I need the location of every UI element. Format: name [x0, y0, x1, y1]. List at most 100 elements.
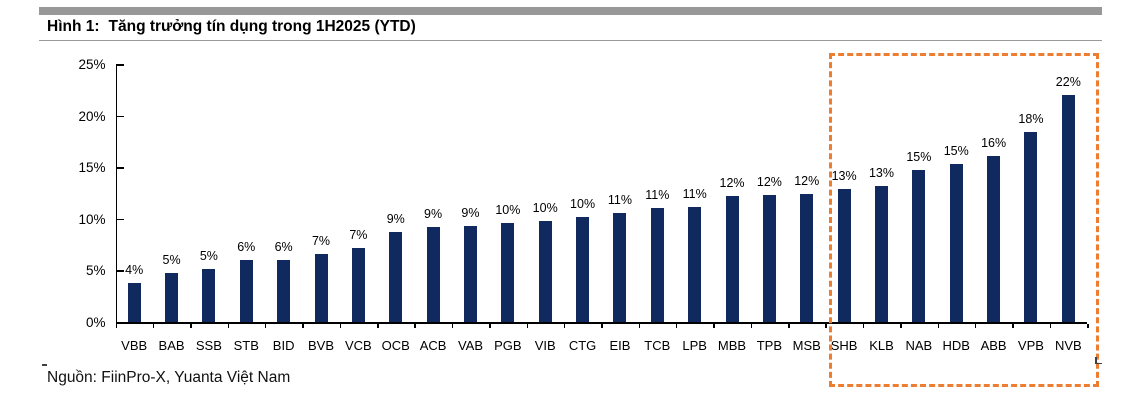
x-tick-mark — [451, 323, 454, 328]
bar-value-label: 9% — [386, 212, 405, 227]
highlight-box — [829, 53, 1099, 387]
bar-value-label: 16% — [981, 135, 1007, 150]
bar-value-label: 10% — [570, 196, 596, 211]
source-note: Nguồn: FiinPro-X, Yuanta Việt Nam — [47, 369, 291, 386]
x-tick-mark — [302, 323, 304, 328]
bar — [202, 269, 216, 322]
x-tick-mark — [675, 323, 678, 328]
bar — [837, 188, 851, 322]
category-label: TPB — [756, 338, 783, 353]
x-axis-line — [115, 322, 1087, 324]
x-tick-mark — [190, 323, 192, 328]
bar — [127, 282, 141, 322]
bar — [277, 260, 291, 322]
category-label: BID — [272, 338, 295, 353]
bar-value-label: 12% — [794, 174, 820, 189]
frame-mark-bottom-left — [42, 364, 47, 366]
frame-mark-bottom-right-h — [1095, 362, 1102, 364]
category-label: TCB — [644, 338, 671, 353]
bar — [538, 220, 552, 322]
x-tick-mark — [638, 323, 641, 328]
x-tick-mark — [489, 323, 491, 328]
figure-number-label: Hình 1: — [47, 18, 100, 35]
x-tick-mark — [414, 323, 416, 328]
y-tick-label: 15% — [78, 160, 106, 176]
bar-value-label: 9% — [424, 207, 443, 222]
bar-value-label: 5% — [199, 249, 218, 264]
bar — [389, 232, 403, 322]
y-tick-label: 0% — [85, 315, 106, 330]
category-label: BVB — [307, 338, 334, 353]
x-tick-mark — [713, 323, 715, 328]
bar — [725, 196, 739, 322]
x-tick-mark — [227, 323, 230, 328]
y-axis-line — [115, 64, 117, 324]
x-tick-mark — [601, 323, 603, 328]
bar-value-label: 10% — [532, 200, 558, 215]
category-label: VCB — [345, 338, 372, 353]
x-tick-mark — [264, 323, 267, 328]
bar-value-label: 12% — [719, 176, 745, 191]
y-tick-mark — [117, 64, 124, 66]
bar-value-label: 15% — [906, 150, 932, 165]
bar-value-label: 18% — [1018, 112, 1044, 127]
category-label: VAB — [457, 338, 483, 353]
x-tick-mark — [900, 323, 902, 328]
category-label: KLB — [869, 338, 894, 353]
y-tick-label: 10% — [78, 211, 106, 227]
category-label: MSB — [792, 338, 821, 353]
category-label: ACB — [419, 338, 447, 353]
y-tick-label: 25% — [78, 57, 106, 72]
bar-value-label: 10% — [495, 202, 521, 217]
bar — [613, 212, 627, 322]
bar — [351, 247, 365, 322]
bar-value-label: 4% — [125, 262, 144, 277]
y-tick-label: 5% — [85, 263, 106, 279]
x-tick-mark — [974, 323, 977, 328]
x-tick-mark — [1087, 323, 1089, 328]
category-label: EIB — [609, 338, 631, 353]
x-tick-mark — [750, 323, 753, 328]
x-tick-mark — [339, 323, 342, 328]
figure-title-text: Tăng trưởng tín dụng trong 1H2025 (YTD) — [108, 18, 416, 35]
category-label: NVB — [1054, 338, 1082, 353]
bar — [800, 194, 814, 322]
bar-value-label: 7% — [311, 233, 331, 248]
x-tick-mark — [1049, 323, 1052, 328]
x-tick-mark — [862, 323, 865, 328]
bar — [314, 253, 328, 322]
x-tick-mark — [1012, 323, 1014, 328]
bar-value-label: 9% — [461, 206, 480, 221]
x-tick-mark — [788, 323, 790, 328]
x-tick-mark — [563, 323, 566, 328]
bar — [426, 227, 440, 322]
x-tick-mark — [115, 323, 117, 328]
category-label: OCB — [381, 338, 410, 353]
category-label: VBB — [121, 338, 148, 353]
bar — [1061, 94, 1075, 322]
x-tick-mark — [377, 323, 379, 328]
category-label: VIB — [534, 338, 556, 353]
x-tick-mark — [825, 323, 827, 328]
category-label: HDB — [942, 338, 970, 353]
category-label: NAB — [905, 338, 933, 353]
x-tick-mark — [526, 323, 529, 328]
bar — [576, 216, 590, 322]
category-label: CTG — [568, 338, 597, 353]
header-accent-bar — [39, 7, 1102, 15]
bar-value-label: 11% — [645, 188, 670, 203]
y-tick-label: 20% — [78, 108, 106, 124]
bar-value-label: 13% — [831, 168, 857, 183]
bar-value-label: 5% — [162, 253, 181, 268]
category-label: PGB — [494, 338, 522, 353]
bar — [165, 273, 179, 322]
bar-value-label: 11% — [682, 187, 707, 202]
y-tick-mark — [117, 218, 124, 221]
bar — [463, 226, 477, 322]
bar — [762, 195, 776, 322]
bar-value-label: 6% — [274, 240, 293, 255]
title-divider — [39, 40, 1102, 42]
bar — [874, 185, 888, 322]
category-label: SHB — [830, 338, 858, 353]
